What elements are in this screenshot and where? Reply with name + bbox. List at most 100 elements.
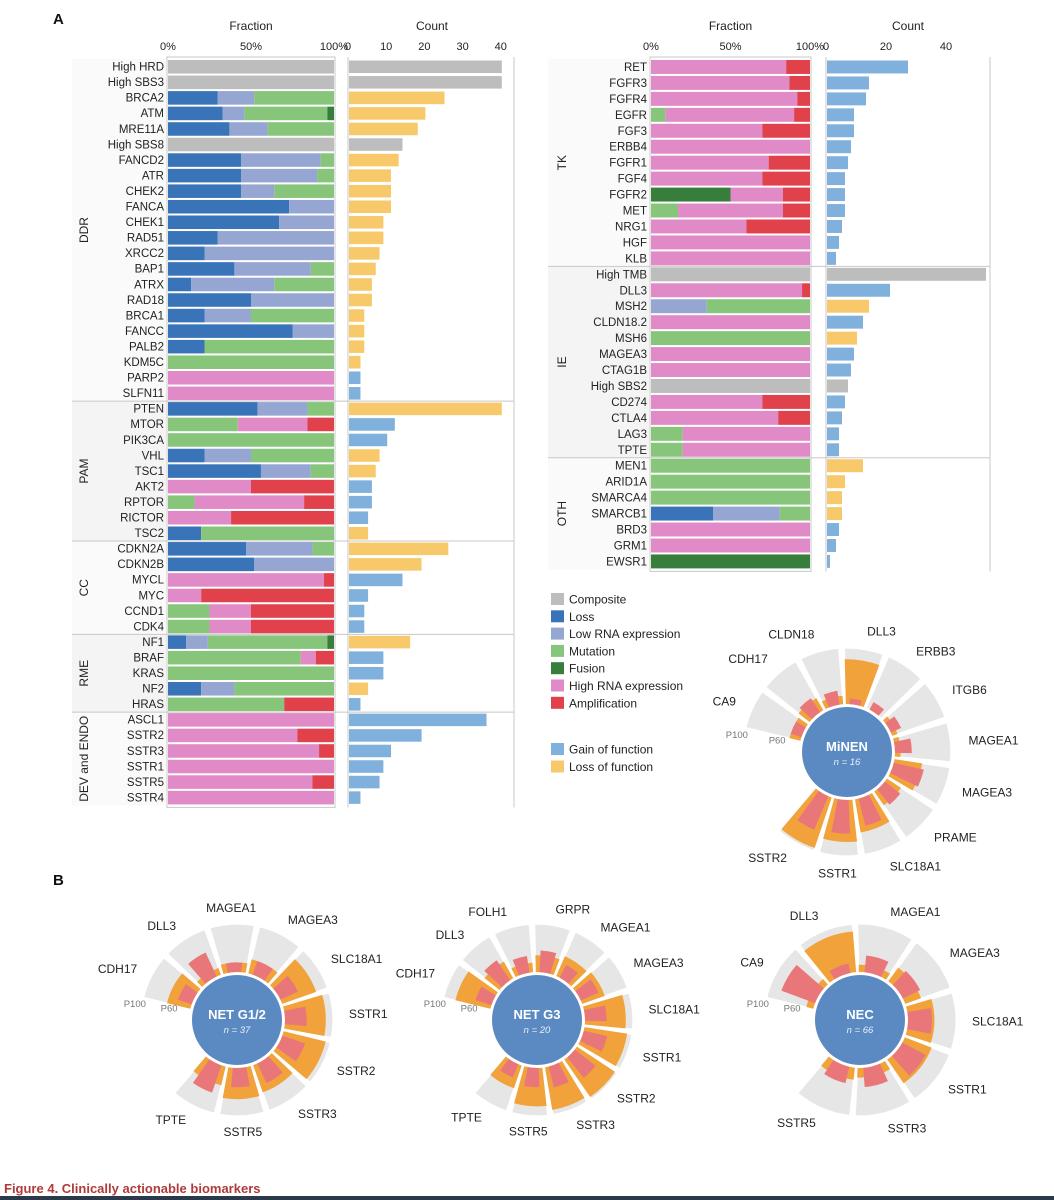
fraction-segment-high-rna bbox=[194, 495, 305, 509]
fraction-segment-amp bbox=[251, 619, 334, 634]
group-label-tk: TK bbox=[555, 155, 569, 170]
row-lag3: LAG3 bbox=[618, 426, 839, 441]
count-bar bbox=[349, 480, 372, 493]
fraction-segment-high-rna bbox=[651, 394, 763, 409]
fraction-segment-amp bbox=[782, 203, 810, 218]
radial-bar-inner bbox=[284, 1006, 307, 1027]
count-bar bbox=[349, 153, 399, 167]
fraction-segment-high-rna bbox=[168, 759, 334, 774]
panel-label-b: B bbox=[53, 872, 64, 889]
fraction-segment-high-rna bbox=[651, 410, 779, 425]
fraction-axis-title: Fraction bbox=[229, 19, 272, 33]
radial-bar-outer bbox=[844, 659, 880, 708]
radial-center bbox=[492, 975, 582, 1065]
gene-label: CDKN2A bbox=[117, 544, 164, 556]
gene-label: FGFR1 bbox=[609, 158, 647, 170]
count-bar bbox=[349, 713, 487, 727]
count-bar bbox=[827, 554, 830, 568]
gene-label: FGFR2 bbox=[609, 190, 647, 202]
row-ascl1: ASCL1 bbox=[128, 713, 487, 727]
radial-bar-inner bbox=[583, 1005, 607, 1022]
radial-gene-label: MAGEA3 bbox=[634, 956, 684, 970]
fraction-segment-amp bbox=[768, 155, 810, 170]
fraction-segment-high-rna bbox=[651, 139, 810, 154]
fraction-segment-mutation bbox=[651, 458, 810, 473]
row-ccnd1: CCND1 bbox=[124, 604, 365, 618]
gene-label: SSTR5 bbox=[127, 777, 164, 789]
radial-bar-inner bbox=[890, 762, 924, 787]
row-bap1: BAP1 bbox=[135, 262, 376, 276]
fraction-segment-loss bbox=[168, 448, 205, 463]
gene-label: High SBS8 bbox=[108, 139, 164, 151]
radial-bar-inner bbox=[512, 955, 530, 976]
fraction-segment-mutation bbox=[651, 442, 683, 457]
row-met: MET bbox=[623, 203, 845, 218]
radial-center bbox=[802, 707, 892, 797]
radial-bar-inner bbox=[823, 690, 840, 708]
fraction-segment-mutation bbox=[168, 650, 301, 665]
count-bar bbox=[827, 76, 869, 90]
gene-label: SSTR2 bbox=[127, 730, 164, 742]
fraction-segment-mutation bbox=[310, 262, 334, 276]
gene-label: ATRX bbox=[134, 279, 164, 291]
radial-bar-inner bbox=[252, 960, 273, 981]
radial-bar-inner bbox=[231, 1067, 250, 1088]
fraction-segment-low-rna bbox=[234, 262, 311, 276]
radial-bar-inner bbox=[192, 1059, 222, 1093]
fraction-segment-amp bbox=[762, 171, 810, 186]
radial-background-wedge bbox=[882, 682, 946, 737]
radial-center-title: NEC bbox=[846, 1007, 874, 1022]
fraction-segment-low-rna bbox=[651, 299, 707, 314]
fraction-segment-loss bbox=[168, 106, 223, 121]
radial-gene-label: SSTR1 bbox=[948, 1082, 987, 1096]
gene-label: LAG3 bbox=[618, 429, 647, 441]
count-bar bbox=[349, 666, 384, 680]
radial-center bbox=[815, 975, 905, 1065]
ring-label-outer: P100 bbox=[747, 999, 769, 1010]
count-tick-label: 30 bbox=[456, 41, 468, 53]
ring-label-outer: P100 bbox=[726, 730, 748, 741]
fraction-segment-mutation bbox=[168, 417, 238, 432]
row-mtor: MTOR bbox=[130, 417, 395, 432]
row-atm: ATM bbox=[141, 106, 426, 121]
count-bar bbox=[349, 184, 392, 198]
fraction-segment-high-rna bbox=[651, 75, 790, 90]
row-slfn11: SLFN11 bbox=[123, 386, 361, 400]
row-sstr5: SSTR5 bbox=[127, 775, 380, 789]
fraction-segment-mutation bbox=[310, 464, 334, 478]
row-high-hrd: High HRD bbox=[112, 60, 502, 74]
fraction-segment-low-rna bbox=[241, 184, 275, 198]
fraction-segment-mutation bbox=[307, 402, 334, 416]
row-tsc1: TSC1 bbox=[135, 464, 376, 478]
fraction-segment-mutation bbox=[251, 308, 334, 323]
count-bar bbox=[827, 459, 863, 473]
fraction-segment-mutation bbox=[254, 91, 334, 105]
gene-label: RICTOR bbox=[120, 513, 164, 525]
count-bar bbox=[349, 293, 372, 307]
fraction-segment-loss bbox=[168, 635, 187, 649]
row-hras: HRAS bbox=[132, 697, 361, 712]
gene-label: EGFR bbox=[615, 110, 647, 122]
radial-gene-label: SSTR3 bbox=[298, 1107, 337, 1121]
fraction-segment-composite bbox=[168, 75, 334, 90]
fraction-segment-high-rna bbox=[651, 363, 810, 377]
radial-bar-inner bbox=[885, 716, 902, 733]
radial-gene-label: CDH17 bbox=[728, 652, 768, 666]
count-bar bbox=[827, 395, 845, 409]
count-tick-label: 10 bbox=[380, 41, 392, 53]
gene-label: BAP1 bbox=[135, 264, 164, 276]
count-bar bbox=[349, 76, 502, 89]
count-bar bbox=[349, 60, 502, 74]
legend-swatch-fusion bbox=[551, 662, 564, 675]
radial-gene-label: DLL3 bbox=[790, 909, 819, 923]
legend-label-loss-of-function: Loss of function bbox=[569, 760, 653, 774]
fraction-segment-low-rna bbox=[186, 635, 208, 649]
gene-label: MYCL bbox=[132, 575, 165, 587]
count-bar bbox=[827, 188, 845, 202]
radial-background-wedge bbox=[865, 655, 922, 720]
legend-swatch-low-rna-expression bbox=[551, 627, 564, 640]
fraction-segment-mutation bbox=[312, 542, 334, 556]
legend-label-gain-of-function: Gain of function bbox=[569, 743, 653, 757]
radial-bar-inner bbox=[907, 1008, 932, 1034]
